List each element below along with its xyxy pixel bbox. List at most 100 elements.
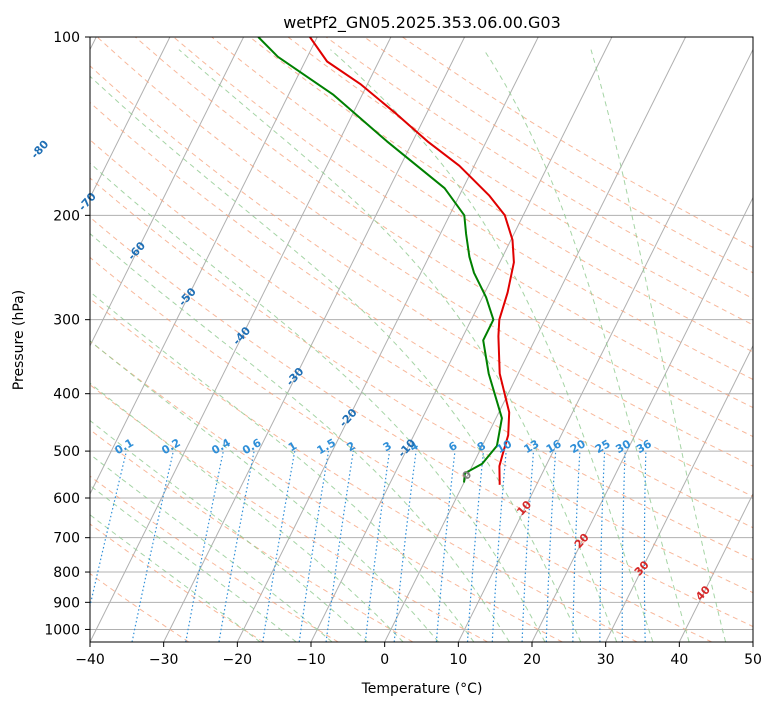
moist-adiabat xyxy=(90,382,404,642)
dry-adiabat-label: -60 xyxy=(125,239,148,263)
mixing-ratio-label: 3 xyxy=(381,439,394,454)
mixing-ratio-label: 30 xyxy=(613,437,633,456)
moist-adiabat xyxy=(90,340,439,642)
dry-adiabat xyxy=(325,37,753,300)
mixing-ratio-line xyxy=(90,450,128,609)
mixing-ratio-label: 6 xyxy=(446,439,459,454)
chart-title: wetPf2_GN05.2025.353.06.00.G03 xyxy=(283,13,561,33)
dry-adiabat xyxy=(90,298,638,642)
isotherm-gridline xyxy=(678,492,753,642)
dry-adiabat xyxy=(90,340,563,642)
isotherm-gridline xyxy=(90,37,318,496)
dry-adiabat xyxy=(402,37,753,249)
reference-labels: 0.10.20.40.611.52346810131620253036-100-… xyxy=(0,92,713,603)
moist-adiabat xyxy=(330,49,654,642)
mixing-ratio-label: 0.6 xyxy=(240,436,264,457)
moist-adiabat xyxy=(483,49,690,642)
x-tick-label: 0 xyxy=(380,652,389,668)
isotherm-gridline xyxy=(457,48,753,642)
dry-adiabat-label: -20 xyxy=(337,406,360,430)
dry-adiabat xyxy=(90,384,488,642)
dry-adiabat-label: 10 xyxy=(514,498,534,518)
dry-adiabat-label: 20 xyxy=(572,531,592,551)
isotherm-gridline xyxy=(236,37,539,642)
isotherm-gridline xyxy=(384,37,687,642)
isotherm-gridline xyxy=(531,196,753,642)
x-axis: −40 −30 −20 −10 0 10 20 30 40 50 xyxy=(75,642,762,668)
x-tick-label: 40 xyxy=(670,652,688,668)
mixing-ratio-line xyxy=(466,451,485,642)
dry-adiabat-label: -40 xyxy=(230,324,253,348)
mixing-ratio-line xyxy=(545,451,557,642)
dry-adiabat xyxy=(134,37,753,438)
isotherm-gridline xyxy=(752,640,753,642)
mixing-ratio-label: 36 xyxy=(634,437,654,456)
mixing-ratio-label: 25 xyxy=(593,437,613,456)
moist-adiabat xyxy=(90,419,369,642)
moist-adiabat xyxy=(90,514,261,642)
dry-adiabat xyxy=(364,37,753,274)
dewpoint-profile-line xyxy=(257,37,503,483)
dry-adiabat xyxy=(90,101,753,529)
mixing-ratio-label: 13 xyxy=(522,437,542,456)
temperature-profile-line xyxy=(309,37,515,485)
y-tick-label: 700 xyxy=(53,531,80,547)
mixing-ratio-line xyxy=(435,451,456,642)
x-tick-label: 50 xyxy=(744,652,762,668)
mixing-ratio-label: 1.5 xyxy=(315,436,338,457)
y-tick-label: 300 xyxy=(53,313,80,329)
dry-adiabat-label: -10 xyxy=(395,436,418,460)
dry-adiabat-label: 40 xyxy=(693,583,713,603)
y-tick-label: 1000 xyxy=(44,622,80,638)
mixing-ratio-line xyxy=(599,451,606,642)
moist-adiabat xyxy=(178,49,618,642)
x-tick-label: −10 xyxy=(296,652,326,668)
mixing-ratio-line xyxy=(393,451,417,642)
mixing-ratio-line xyxy=(218,450,255,642)
dry-adiabat xyxy=(287,37,753,326)
mixing-ratio-label: 8 xyxy=(475,439,488,454)
y-axis-label: Pressure (hPa) xyxy=(11,290,27,390)
dry-adiabat-label: -30 xyxy=(284,365,307,389)
x-tick-label: −30 xyxy=(149,652,179,668)
x-tick-label: 30 xyxy=(597,652,615,668)
y-tick-label: 600 xyxy=(53,491,80,507)
mixing-ratio-label: 0.4 xyxy=(209,436,233,457)
dry-adiabat xyxy=(249,37,753,353)
isotherm-gridline xyxy=(163,37,466,642)
isotherm-gridline xyxy=(90,37,392,642)
y-tick-label: 500 xyxy=(53,444,80,460)
dry-adiabat xyxy=(90,139,753,561)
dry-adiabat xyxy=(90,429,414,642)
x-tick-label: 10 xyxy=(449,652,467,668)
dry-adiabat xyxy=(211,37,753,381)
dry-adiabat xyxy=(90,475,339,642)
mixing-ratio-label: 1 xyxy=(286,439,299,454)
moist-adiabat xyxy=(90,232,510,642)
y-tick-label: 100 xyxy=(53,30,80,46)
dry-adiabat xyxy=(90,65,753,498)
isotherm-gridline xyxy=(90,37,171,199)
mixing-ratio-label: 2 xyxy=(345,439,358,454)
moist-adiabat xyxy=(90,162,546,642)
moist-adiabat xyxy=(90,484,297,642)
mixing-ratio-label: 16 xyxy=(544,437,564,456)
y-tick-label: 800 xyxy=(53,565,80,581)
dry-adiabat-label: 30 xyxy=(632,558,652,578)
x-axis-label: Temperature (°C) xyxy=(361,681,483,697)
y-tick-label: 200 xyxy=(53,208,80,224)
moist-adiabat xyxy=(90,75,582,642)
dry-adiabat-label: -80 xyxy=(28,137,51,161)
dry-adiabat xyxy=(90,572,190,642)
y-tick-label: 900 xyxy=(53,595,80,611)
isotherm-gridline xyxy=(605,344,753,642)
x-tick-label: −40 xyxy=(75,652,105,668)
reference-lines xyxy=(90,37,753,642)
moist-adiabat xyxy=(90,291,475,642)
mixing-ratio-line xyxy=(131,450,174,642)
profile-series xyxy=(257,37,515,485)
dry-adiabat xyxy=(90,256,712,642)
plot-frame xyxy=(89,36,754,643)
y-tick-label: 400 xyxy=(53,387,80,403)
